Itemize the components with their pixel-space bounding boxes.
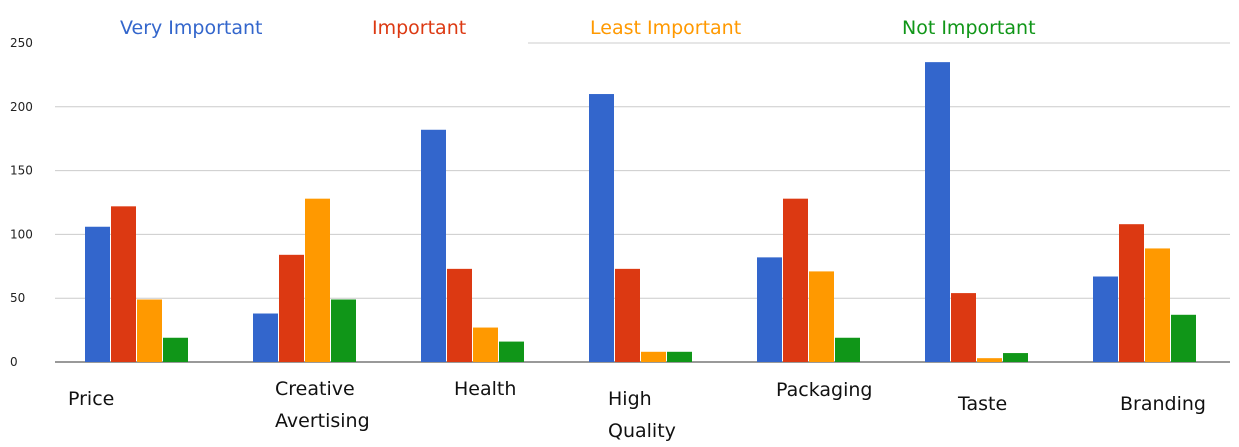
gridlines xyxy=(55,42,1230,363)
category-label: High Quality xyxy=(608,388,676,442)
bar-least-important xyxy=(809,271,834,362)
bar-very-important xyxy=(85,226,110,362)
bar-important xyxy=(783,198,808,362)
bar-not-important xyxy=(667,351,692,362)
legend-item: Important xyxy=(372,17,466,39)
category-label: Price xyxy=(68,388,114,410)
bar-important xyxy=(111,206,136,362)
category-label: Creative Avertising xyxy=(275,378,370,432)
legend-item: Very Important xyxy=(120,17,263,39)
x-axis-categories: Price Creative Avertising Health High Quality… xyxy=(68,378,1206,442)
bar-very-important xyxy=(421,129,446,362)
y-tick-label: 250 xyxy=(10,36,33,50)
bar-least-important xyxy=(977,358,1002,362)
category-label: Taste xyxy=(957,393,1007,415)
y-tick-label: 200 xyxy=(10,100,33,114)
legend: Very Important Important Least Important No… xyxy=(120,17,1036,39)
category-label: Packaging xyxy=(776,379,872,401)
bar-very-important xyxy=(589,94,614,362)
bar-very-important xyxy=(757,257,782,362)
bar-important xyxy=(447,268,472,362)
bar-not-important xyxy=(835,337,860,362)
bar-least-important xyxy=(305,198,330,362)
bar-not-important xyxy=(1003,353,1028,362)
bar-very-important xyxy=(925,62,950,362)
legend-item: Least Important xyxy=(590,17,741,39)
bar-important xyxy=(1119,224,1144,362)
bar-least-important xyxy=(473,327,498,362)
bar-not-important xyxy=(331,299,356,362)
y-tick-label: 150 xyxy=(10,164,33,178)
bar-least-important xyxy=(641,351,666,362)
bar-least-important xyxy=(137,299,162,362)
y-axis-ticks: 0 50 100 150 200 250 xyxy=(10,36,33,369)
bar-very-important xyxy=(253,313,278,362)
category-label: Branding xyxy=(1120,393,1206,415)
bar-very-important xyxy=(1093,276,1118,362)
bar-not-important xyxy=(1171,314,1196,362)
bar-important xyxy=(615,268,640,362)
bar-not-important xyxy=(499,341,524,362)
bar-important xyxy=(279,254,304,362)
bar-important xyxy=(951,293,976,362)
bars xyxy=(85,62,1196,362)
category-label: Health xyxy=(454,378,516,400)
y-tick-label: 50 xyxy=(10,291,25,305)
legend-item: Not Important xyxy=(902,17,1036,39)
bar-not-important xyxy=(163,337,188,362)
y-tick-label: 100 xyxy=(10,227,33,241)
bar-least-important xyxy=(1145,248,1170,362)
y-tick-label: 0 xyxy=(10,355,18,369)
